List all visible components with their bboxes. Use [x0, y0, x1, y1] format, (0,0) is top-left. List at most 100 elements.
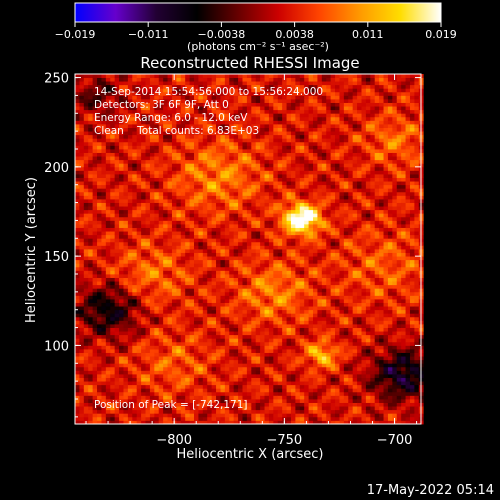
- heatmap-cell: [233, 391, 239, 396]
- heatmap-cell: [123, 156, 129, 161]
- heatmap-cell: [220, 174, 226, 178]
- heatmap-cell: [233, 177, 239, 182]
- heatmap-cell: [286, 295, 292, 300]
- heatmap-cell: [167, 334, 173, 339]
- heatmap-cell: [176, 399, 182, 403]
- heatmap-cell: [145, 99, 151, 103]
- heatmap-cell: [79, 306, 85, 311]
- heatmap-cell: [198, 224, 204, 228]
- heatmap-cell: [189, 227, 195, 232]
- heatmap-cell: [264, 220, 270, 225]
- heatmap-cell: [180, 291, 186, 296]
- heatmap-cell: [255, 81, 261, 86]
- heatmap-cell: [97, 99, 102, 103]
- heatmap-cell: [101, 116, 107, 121]
- heatmap-cell: [127, 338, 133, 343]
- heatmap-cell: [207, 316, 213, 321]
- heatmap-cell: [277, 370, 283, 375]
- heatmap-cell: [268, 209, 274, 214]
- heatmap-cell: [176, 116, 182, 121]
- heatmap-cell: [233, 149, 239, 153]
- heatmap-cell: [268, 238, 274, 243]
- heatmap-cell: [158, 238, 164, 243]
- heatmap-cell: [88, 331, 94, 336]
- heatmap-cell: [211, 241, 217, 246]
- heatmap-cell: [282, 249, 287, 253]
- colorbar-tick-label: 0.0038: [275, 28, 314, 41]
- heatmap-cell: [180, 234, 186, 239]
- heatmap-cell: [105, 113, 111, 118]
- heatmap-cell: [105, 88, 111, 93]
- heatmap-cell: [149, 159, 155, 164]
- heatmap-cell: [92, 402, 98, 407]
- heatmap-cell: [119, 313, 124, 318]
- heatmap-cell: [171, 177, 177, 182]
- heatmap-cell: [105, 263, 111, 268]
- heatmap-cell: [79, 291, 85, 296]
- heatmap-cell: [105, 209, 111, 214]
- heatmap-cell: [229, 388, 235, 393]
- heatmap-cell: [180, 374, 186, 378]
- heatmap-cell: [189, 359, 195, 364]
- heatmap-cell: [154, 91, 160, 96]
- heatmap-cell: [127, 141, 133, 146]
- heatmap-cell: [180, 366, 186, 371]
- heatmap-cell: [132, 231, 138, 236]
- heatmap-cell: [255, 84, 261, 89]
- heatmap-cell: [163, 263, 168, 268]
- heatmap-cell: [141, 227, 146, 232]
- heatmap-cell: [246, 159, 252, 164]
- heatmap-cell: [273, 266, 279, 271]
- heatmap-cell: [83, 99, 89, 103]
- heatmap-cell: [295, 238, 301, 243]
- heatmap-cell: [251, 106, 257, 111]
- heatmap-cell: [158, 206, 164, 211]
- heatmap-cell: [88, 95, 94, 100]
- heatmap-cell: [290, 370, 296, 375]
- heatmap-cell: [189, 284, 195, 289]
- heatmap-cell: [176, 231, 182, 236]
- heatmap-cell: [260, 252, 265, 257]
- heatmap-cell: [242, 331, 248, 336]
- heatmap-cell: [264, 377, 270, 382]
- heatmap-cell: [114, 327, 120, 332]
- heatmap-cell: [123, 177, 129, 182]
- heatmap-cell: [273, 284, 279, 289]
- heatmap-cell: [163, 166, 168, 171]
- heatmap-cell: [202, 399, 208, 403]
- heatmap-cell: [224, 324, 230, 328]
- heatmap-cell: [110, 216, 116, 221]
- heatmap-cell: [251, 391, 257, 396]
- heatmap-cell: [119, 134, 124, 139]
- heatmap-cell: [242, 138, 248, 143]
- heatmap-cell: [83, 209, 89, 214]
- heatmap-cell: [255, 202, 261, 207]
- heatmap-cell: [233, 406, 239, 411]
- heatmap-cell: [216, 141, 221, 146]
- heatmap-cell: [185, 313, 190, 318]
- heatmap-cell: [105, 345, 111, 350]
- heatmap-cell: [123, 302, 129, 307]
- heatmap-cell: [92, 170, 98, 175]
- heatmap-cell: [167, 331, 173, 336]
- heatmap-cell: [260, 374, 265, 378]
- heatmap-cell: [273, 288, 279, 293]
- heatmap-cell: [229, 406, 235, 411]
- heatmap-cell: [251, 195, 257, 200]
- heatmap-cell: [268, 324, 274, 328]
- heatmap-cell: [246, 224, 252, 228]
- heatmap-cell: [149, 327, 155, 332]
- heatmap-cell: [123, 288, 129, 293]
- heatmap-cell: [163, 84, 168, 89]
- heatmap-cell: [255, 156, 261, 161]
- heatmap-cell: [83, 138, 89, 143]
- heatmap-cell: [202, 256, 208, 261]
- heatmap-cell: [198, 391, 204, 396]
- heatmap-cell: [246, 266, 252, 271]
- heatmap-cell: [132, 181, 138, 186]
- heatmap-cell: [145, 199, 151, 203]
- heatmap-cell: [207, 313, 213, 318]
- heatmap-cell: [202, 316, 208, 321]
- heatmap-cell: [167, 277, 173, 282]
- heatmap-cell: [198, 88, 204, 93]
